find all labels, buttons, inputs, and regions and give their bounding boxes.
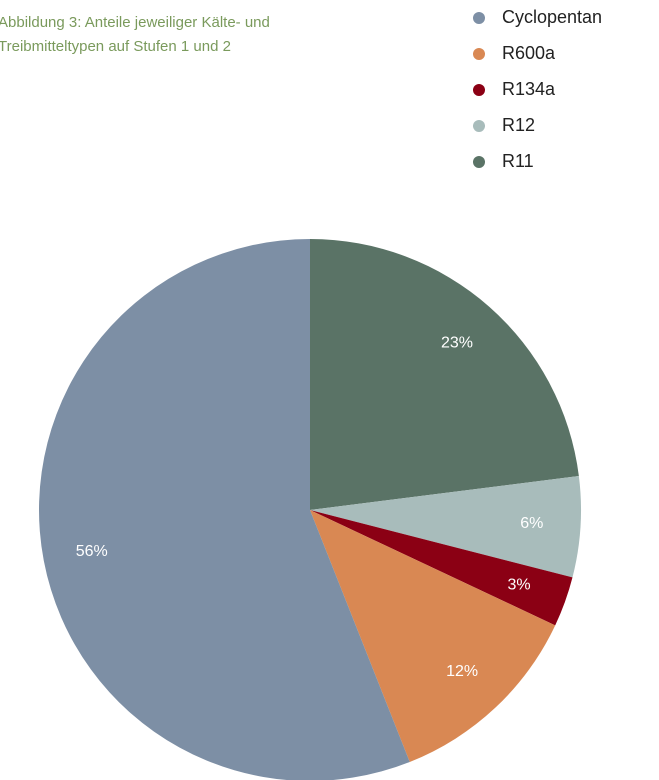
legend-marker: [473, 120, 485, 132]
legend-label: R600a: [502, 43, 556, 63]
value-label: 12%: [446, 663, 478, 680]
pie-slice: [310, 510, 556, 762]
legend-marker: [473, 156, 485, 168]
pie-slice: [310, 239, 579, 510]
legend-marker: [473, 48, 485, 60]
pie-slice: [310, 476, 582, 578]
chart-title: Treibmitteltypen auf Stufen 1 und 2: [0, 38, 231, 55]
legend-marker: [473, 12, 485, 24]
value-label: 23%: [441, 335, 473, 352]
legend-label: R12: [502, 115, 535, 135]
chart-title: Abbildung 3: Anteile jeweiliger Kälte- u…: [0, 14, 270, 31]
legend-label: R11: [502, 151, 534, 171]
value-label: 56%: [76, 543, 108, 560]
pie-slice: [39, 239, 410, 780]
value-label: 3%: [508, 576, 531, 593]
legend-label: Cyclopentan: [502, 7, 602, 27]
legend-label: R134a: [502, 79, 556, 99]
legend-marker: [473, 84, 485, 96]
value-label: 6%: [520, 515, 543, 532]
pie-slice: [310, 510, 573, 626]
